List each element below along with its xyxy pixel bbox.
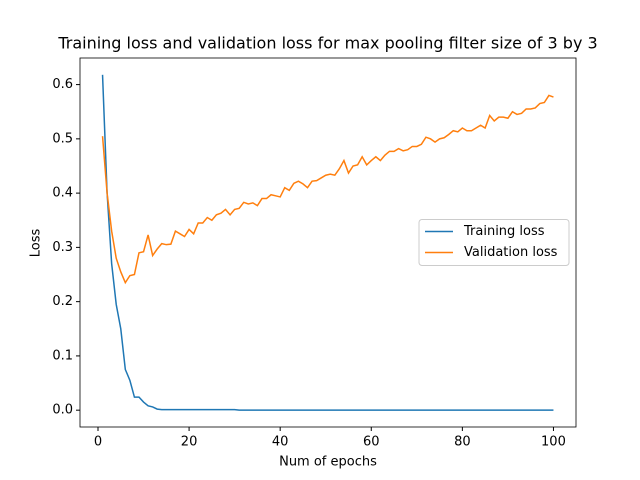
y-tick-label: 0.0 — [52, 403, 73, 418]
chart-title: Training loss and validation loss for ma… — [57, 34, 597, 53]
legend-box — [418, 219, 570, 266]
y-tick-label: 0.4 — [52, 186, 73, 201]
y-tick-label: 0.1 — [52, 348, 73, 363]
x-axis-label: Num of epochs — [279, 455, 377, 470]
y-tick-label: 0.3 — [52, 240, 73, 255]
y-axis-label: Loss — [29, 229, 44, 258]
y-tick-label: 0.2 — [52, 294, 73, 309]
series-line — [101, 94, 554, 285]
x-tick-label: 40 — [272, 435, 289, 450]
x-tick-label: 20 — [181, 435, 198, 450]
x-tick-label: 60 — [363, 435, 380, 450]
y-tick-label: 0.5 — [52, 131, 73, 146]
x-tick-label: 0 — [94, 435, 102, 450]
x-tick-label: 80 — [454, 435, 471, 450]
x-tick-label: 100 — [541, 435, 566, 450]
y-tick-label: 0.6 — [52, 77, 73, 92]
series-line — [101, 74, 554, 411]
plot-frame — [79, 57, 577, 428]
legend-label: Validation loss — [464, 245, 558, 260]
legend-label: Training loss — [463, 224, 545, 239]
